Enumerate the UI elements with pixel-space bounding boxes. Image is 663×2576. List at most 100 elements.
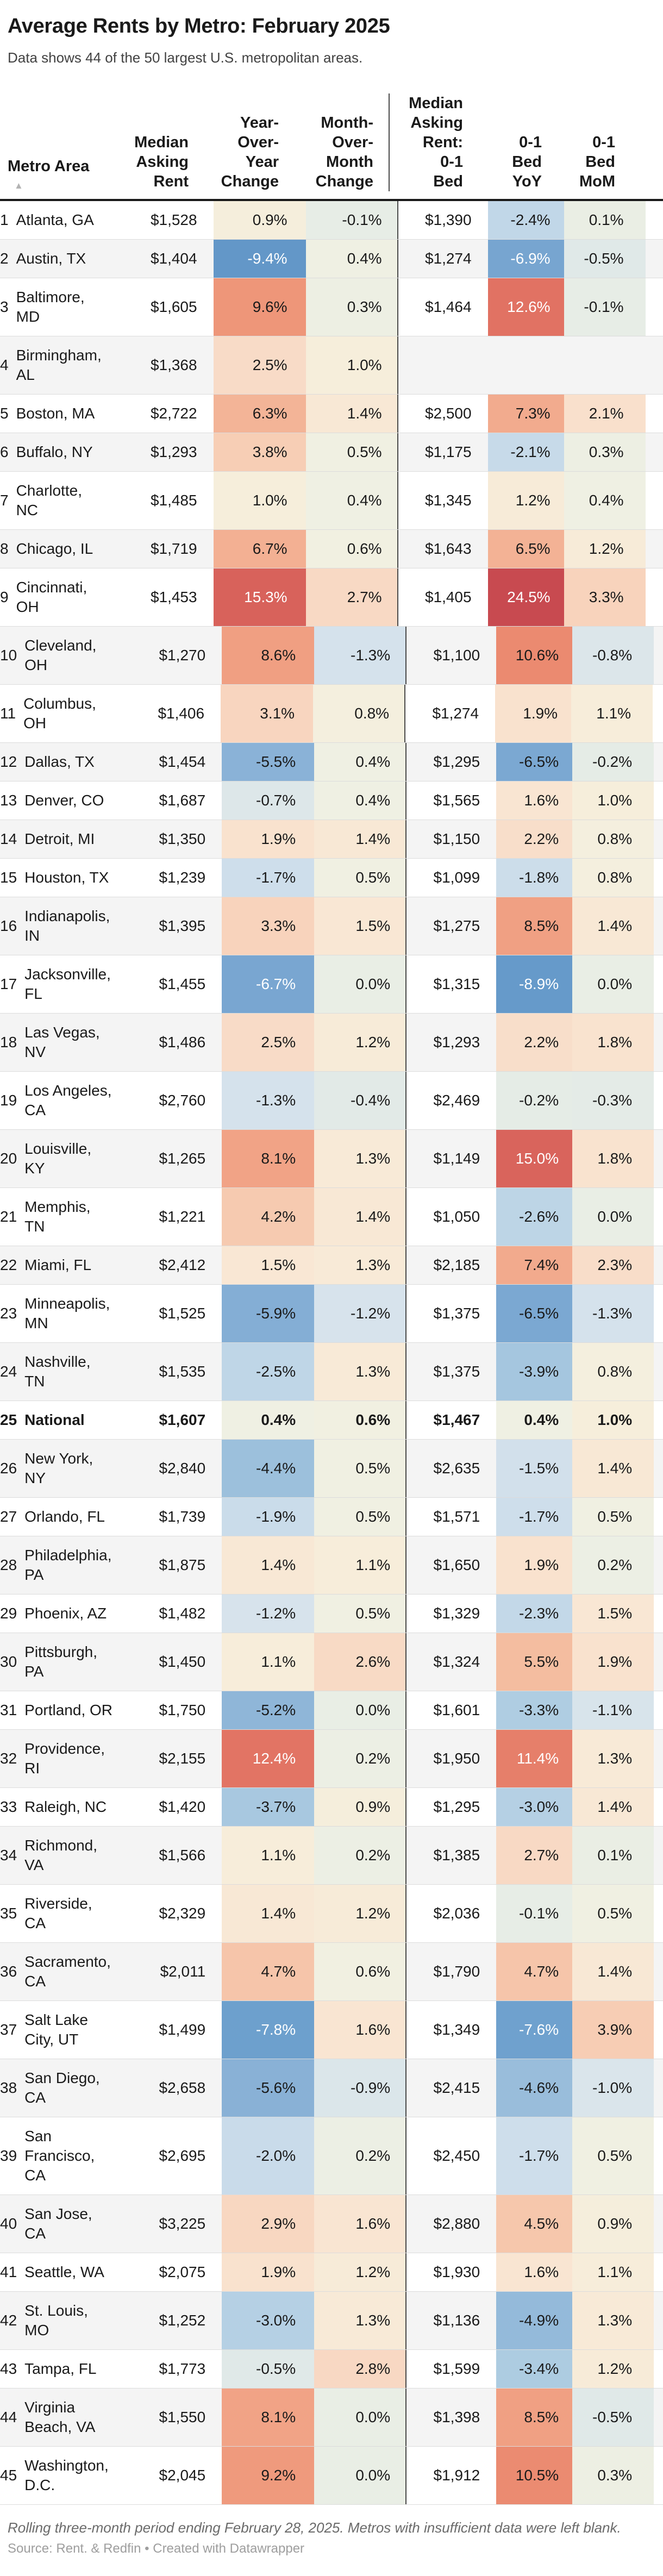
metro-name: Pittsburgh, PA [24,1643,98,1680]
cell-mom01: 0.2% [572,1536,654,1594]
cell-yoy01: -3.0% [496,1788,573,1826]
datawrapper-credit-link[interactable]: Created with Datawrapper [153,2541,305,2556]
cell-metro: Louisville, KY [17,1130,140,1187]
cell-mom: 0.6% [314,1943,406,2000]
metro-name: Portland, OR [24,1702,113,1718]
cell-metro: Nashville, TN [17,1343,140,1400]
table-row: 43 Tampa, FL $1,773 -0.5% 2.8% $1,599 -3.4% 1.2… [0,2350,663,2389]
col-header-yoy01[interactable]: 0-1 Bed YoY [479,133,555,191]
cell-metro: San Jose, CA [17,2195,140,2253]
cell-rent: $1,395 [159,917,206,934]
cell-mom01: 1.8% [572,1014,654,1071]
cell-mom: -0.9% [314,2059,406,2117]
table-row: 8 Chicago, IL $1,719 6.7% 0.6% $1,643 6.5% 1.2% [0,530,663,568]
cell-metro: Minneapolis, MN [17,1285,140,1342]
col-header-rent01[interactable]: Median Asking Rent: 0-1 Bed [389,93,479,191]
cell-rent: $2,760 [159,1092,206,1109]
cell-rent: $1,687 [159,792,206,809]
cell-mom: 1.6% [314,2195,406,2253]
cell-yoy01: 4.5% [496,2195,573,2253]
cell-yoy01: 10.6% [496,627,573,684]
cell-yoy01: 4.7% [496,1943,573,2000]
cell-yoy01: 1.9% [495,685,572,742]
cell-yoy: 2.5% [213,336,306,394]
cell-yoy01: -2.6% [496,1188,573,1246]
cell-n: 35 [0,1905,17,1922]
cell-yoy01: -6.5% [496,743,573,781]
cell-yoy: -2.0% [222,2117,315,2194]
cell-metro: San Francisco, CA [17,2117,140,2194]
cell-mom01: 1.5% [572,1595,654,1633]
cell-yoy01: 6.5% [487,530,564,568]
cell-rent01: $1,790 [405,1943,496,2000]
cell-mom: 1.6% [314,2001,406,2059]
cell-rent: $2,840 [159,1460,206,1477]
cell-yoy: 12.4% [222,1730,315,1787]
cell-n: 3 [0,298,9,315]
cell-rent01: $1,100 [405,627,496,684]
table-row: 32 Providence, RI $2,155 12.4% 0.2% $1,950 11.… [0,1730,663,1788]
cell-yoy: 1.0% [213,472,306,529]
metro-name: Boston, MA [16,405,95,422]
col-header-label: Month- Over- Month Change [315,114,373,190]
table-row: 19 Los Angeles, CA $2,760 -1.3% -0.4% $2,469-… [0,1072,663,1130]
cell-metro: Memphis, TN [17,1188,140,1246]
cell-mom: 0.6% [314,1401,406,1439]
cell-yoy01: 1.6% [496,2253,573,2291]
col-header-yoy[interactable]: Year- Over- Year Change [205,113,297,191]
cell-mom01: 0.3% [564,433,646,471]
cell-metro: Dallas, TX [17,743,140,781]
cell-rent: $1,773 [159,2360,206,2377]
cell-rent01: $1,274 [397,240,488,278]
cell-n: 29 [0,1605,17,1622]
cell-yoy01: -2.4% [487,201,564,239]
cell-yoy01: -3.9% [496,1343,573,1400]
cell-rent01: $1,467 [405,1401,496,1439]
table-row: 3 Baltimore, MD $1,605 9.6% 0.3% $1,464 12.6% -… [0,278,663,336]
cell-yoy: -1.3% [222,1072,315,1129]
col-header-mom01[interactable]: 0-1 Bed MoM [555,133,637,191]
cell-mom: 2.7% [305,568,397,626]
page-title: Average Rents by Metro: February 2025 [8,15,390,37]
cell-mom01: 1.9% [572,1633,654,1691]
metro-name: Orlando, FL [24,1508,105,1525]
metro-name: San Francisco, CA [24,2128,95,2184]
cell-rent01: $1,565 [405,781,496,820]
col-header-metro[interactable]: Metro Area ▲ [0,157,123,191]
cell-rent01: $1,930 [405,2253,496,2291]
cell-metro: Detroit, MI [17,820,140,858]
metro-name: Memphis, TN [24,1198,91,1235]
cell-mom01: 0.5% [572,1498,654,1536]
cell-n: 27 [0,1508,17,1525]
cell-yoy01: -1.7% [496,2117,573,2194]
cell-rent: $1,270 [159,647,206,664]
cell-metro: Chicago, IL [9,530,132,568]
cell-mom01: 0.1% [572,1827,654,1884]
table-row: 36 Sacramento, CA $2,011 4.7% 0.6% $1,790 4.7%… [0,1943,663,2001]
cell-mom: 1.3% [314,1343,406,1400]
cell-metro: Cleveland, OH [17,627,140,684]
cell-mom01: 0.9% [572,2195,654,2253]
col-header-rent[interactable]: Median Asking Rent [123,133,205,191]
cell-yoy: 1.1% [222,1827,315,1884]
cell-yoy: -1.2% [222,1595,315,1633]
metro-name: Washington, D.C. [24,2457,109,2493]
cell-rent: $1,528 [150,211,197,228]
col-header-mom[interactable]: Month- Over- Month Change [297,113,389,191]
metro-name: Buffalo, NY [16,443,93,460]
cell-metro: Seattle, WA [17,2253,140,2291]
metro-name: Chicago, IL [16,540,93,557]
metro-name: New York, NY [24,1450,93,1486]
cell-yoy: -2.5% [222,1343,315,1400]
cell-mom01: 0.5% [572,2117,654,2194]
cell-rent01: $1,601 [405,1691,496,1729]
cell-yoy: -5.5% [222,743,315,781]
table-row: 29 Phoenix, AZ $1,482 -1.2% 0.5% $1,329 -2.3% 1… [0,1595,663,1633]
cell-yoy01: 1.9% [496,1536,573,1594]
cell-yoy: -5.6% [222,2059,315,2117]
cell-mom: 0.0% [314,2447,406,2504]
cell-n: 41 [0,2264,17,2280]
cell-mom: 0.4% [314,781,406,820]
cell-n: 8 [0,540,9,557]
source-link[interactable]: Rent. & Redfin [56,2541,141,2556]
